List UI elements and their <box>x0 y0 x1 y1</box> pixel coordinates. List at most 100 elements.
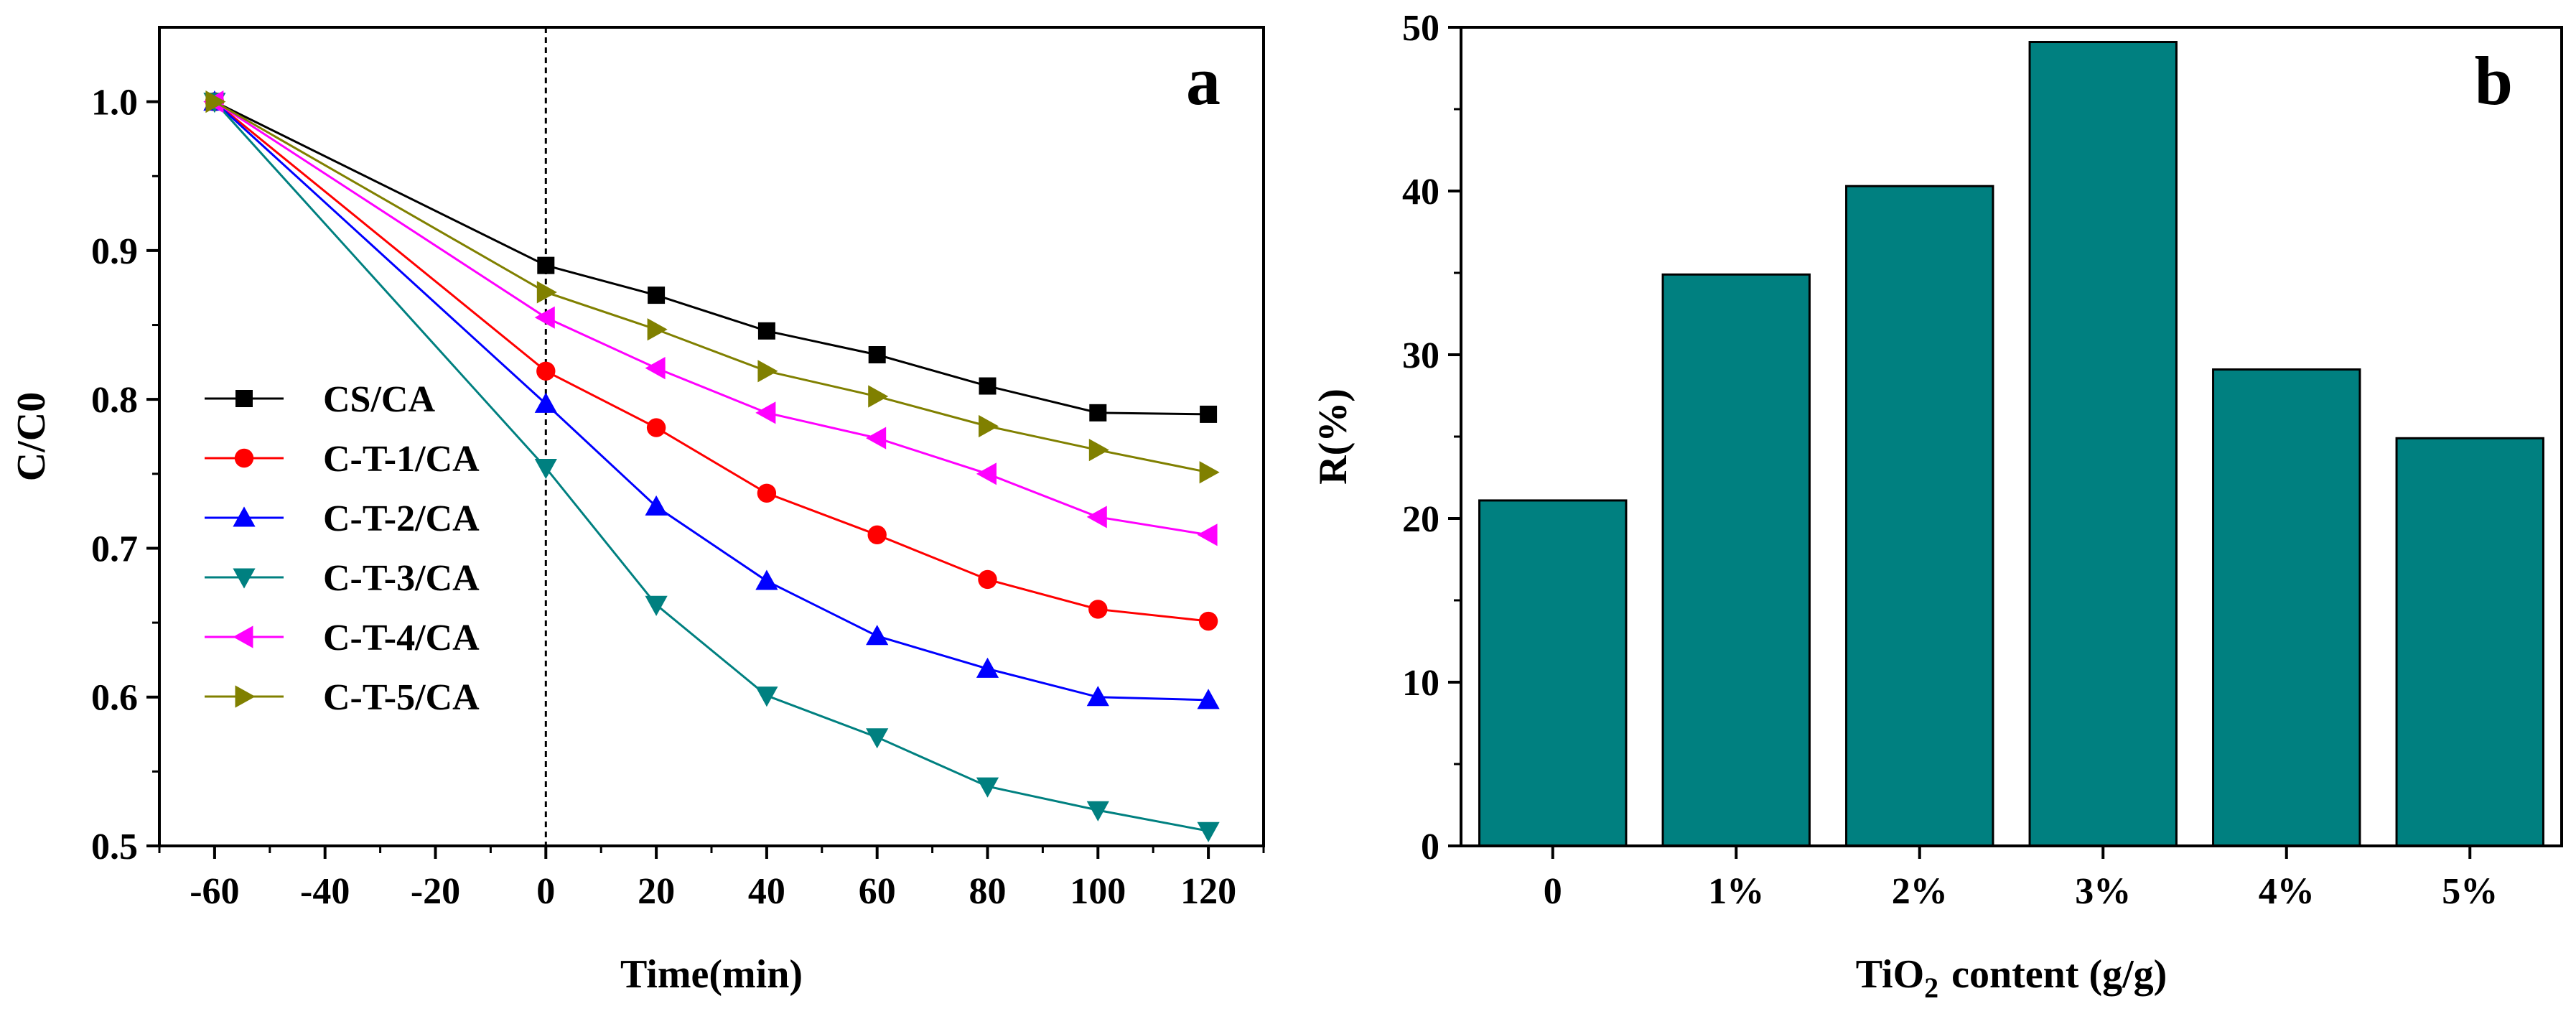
panel-b-label: b <box>2475 42 2513 119</box>
legend-label: C-T-5/CA <box>323 677 480 718</box>
bar-0 <box>1478 499 1628 847</box>
legend-entry: C-T-5/CA <box>205 677 480 718</box>
data-point <box>868 385 889 408</box>
panel-a-y-tick-label: 0.5 <box>91 827 138 867</box>
panel-b-y-tick-label: 40 <box>1402 172 1439 213</box>
bar-4% <box>2212 368 2361 847</box>
data-point <box>536 361 556 381</box>
data-point <box>645 357 666 380</box>
panel-b-x-label-rest: content (g/g) <box>1951 952 2167 997</box>
legend-label: C-T-4/CA <box>323 618 480 658</box>
data-point <box>645 595 668 616</box>
data-point <box>1089 404 1107 422</box>
data-point <box>534 306 555 329</box>
series-line <box>213 101 1209 832</box>
panel-a-x-tick-label: -40 <box>300 871 350 912</box>
data-point <box>1197 689 1220 709</box>
panel-a-y-tick-label: 0.7 <box>91 529 138 569</box>
series-line <box>214 101 1209 536</box>
data-point <box>757 360 778 383</box>
data-point <box>976 462 997 485</box>
data-point <box>205 90 226 113</box>
panel-b-x-label-main: TiO <box>1856 952 1924 997</box>
data-point <box>534 392 557 413</box>
data-point <box>1200 405 1218 423</box>
legend-marker <box>233 568 256 589</box>
series-C-T-5/CA <box>205 90 1220 484</box>
data-point <box>537 256 555 274</box>
panel-a-y-tick-label: 0.8 <box>91 380 138 421</box>
series-line <box>213 101 1209 623</box>
panel-b-y-axis-label: R(%) <box>1311 388 1355 485</box>
legend-marker <box>234 448 254 468</box>
panel-a-x-tick-label: -20 <box>411 871 460 912</box>
legend-marker <box>233 625 253 648</box>
panel-b-x-tick-label: 0 <box>1544 871 1562 912</box>
data-point <box>866 427 887 450</box>
legend-entry: C-T-2/CA <box>205 498 480 539</box>
panel-a-x-tick-label: 60 <box>859 871 896 912</box>
panel-a-x-tick-label: 80 <box>969 871 1007 912</box>
series-C-T-3/CA <box>203 93 1220 842</box>
data-point <box>755 569 778 590</box>
panel-a-y-tick-label: 0.9 <box>91 231 138 272</box>
data-point <box>755 401 776 424</box>
panel-a-y-axis-label: C/C0 <box>9 392 54 481</box>
legend-marker <box>233 506 256 527</box>
panel-b-x-tick-label: 4% <box>2259 871 2315 912</box>
panel-a-legend: CS/CA C-T-1/CA C-T-2/CA C-T-3/CA C-T-4/CA C-T… <box>205 379 480 718</box>
data-point <box>536 281 557 304</box>
data-point <box>1088 439 1109 462</box>
series-line <box>214 101 1209 474</box>
data-point <box>866 625 889 646</box>
data-point <box>866 728 889 749</box>
panel-a-line-chart: -60 -40 -20 0 20 40 60 80 100 120 0.5 0.6 0.7 0.8 0.9… <box>9 26 1265 997</box>
panel-a-plot-frame <box>158 26 1265 847</box>
legend-label: CS/CA <box>323 379 435 420</box>
panel-b-x-label-subscript: 2 <box>1924 972 1938 1004</box>
series-CS/CA <box>205 93 1218 423</box>
data-point <box>979 414 999 438</box>
panel-b-y-tick-label: 0 <box>1421 827 1439 867</box>
data-point <box>534 459 557 480</box>
panel-a-x-tick-label: 40 <box>748 871 785 912</box>
data-point <box>755 686 778 707</box>
legend-entry: C-T-3/CA <box>205 558 480 599</box>
series-line <box>214 101 1209 416</box>
series-C-T-4/CA <box>203 90 1218 546</box>
data-point <box>1086 686 1109 707</box>
panel-a-x-tick-label: 20 <box>638 871 675 912</box>
data-point <box>979 377 997 395</box>
panel-b-bar-chart: 0 1% 2% 3% 4% 5% 0 10 20 30 40 50 b TiO2 content (g… <box>1311 8 2563 1004</box>
legend-entry: CS/CA <box>205 379 435 420</box>
data-point <box>976 777 999 798</box>
data-point <box>1197 821 1220 842</box>
data-point <box>645 495 668 516</box>
panel-b-y-tick-label: 30 <box>1402 335 1439 376</box>
data-point <box>757 483 777 503</box>
series-line <box>213 101 1209 702</box>
panel-b-x-tick-label: 2% <box>1892 871 1948 912</box>
panel-b-x-axis-label: TiO2 content (g/g) <box>1856 952 2167 1004</box>
panel-b-y-tick-label: 20 <box>1402 499 1439 540</box>
data-point <box>646 418 666 437</box>
panel-b-x-tick-label: 1% <box>1708 871 1764 912</box>
panel-a-x-tick-label: -60 <box>190 871 239 912</box>
panel-a-x-tick-label: 100 <box>1070 871 1126 912</box>
data-point <box>1197 523 1218 546</box>
data-point <box>976 657 999 678</box>
panel-b-y-tick-label: 10 <box>1402 663 1439 704</box>
data-point <box>648 287 666 304</box>
legend-entry: C-T-1/CA <box>205 439 480 480</box>
data-point <box>1086 801 1109 821</box>
panel-b-x-tick-label: 5% <box>2442 871 2498 912</box>
data-point <box>1199 461 1220 484</box>
data-point <box>978 569 997 590</box>
panel-a-y-tick-label: 0.6 <box>91 678 138 719</box>
legend-marker <box>235 685 256 708</box>
data-point <box>1086 506 1107 529</box>
data-point <box>868 346 886 363</box>
legend-entry: C-T-4/CA <box>205 618 480 658</box>
bar-1% <box>1661 273 1811 847</box>
